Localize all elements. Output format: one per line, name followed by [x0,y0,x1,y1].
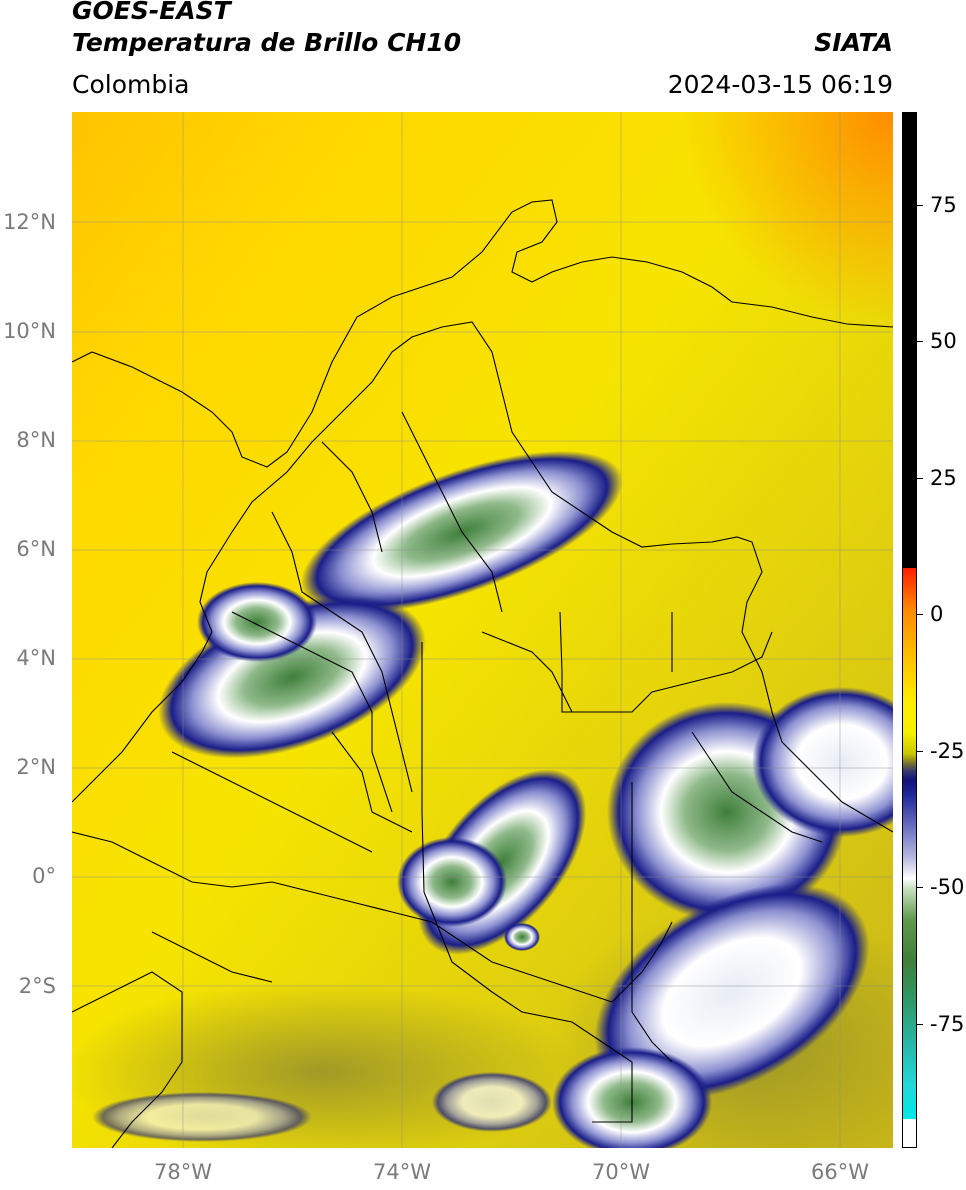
colorbar-tick [917,478,923,479]
lat-label-2s: 2°S [18,974,56,998]
borders [72,199,893,1148]
lat-label-6n: 6°N [16,537,56,561]
colorbar-label-50: 50 [930,329,957,353]
product-title: Temperatura de Brillo CH10 [72,28,462,57]
region-label: Colombia [72,70,190,99]
lat-label-8n: 8°N [16,428,56,452]
colorbar-label-neg75: -75 [930,1012,965,1036]
map-canvas [72,112,893,1148]
lat-label-0: 0° [32,864,56,888]
colorbar-label-0: 0 [930,602,944,626]
datetime-label: 2024-03-15 06:19 [667,70,893,99]
lat-label-12n: 12°N [3,210,56,234]
colorbar-tick [917,614,923,615]
colorbar-tick [917,1024,923,1025]
colorbar-tick [917,751,923,752]
satellite-title: GOES-EAST [72,0,231,25]
brightness-temperature-map[interactable] [72,112,893,1148]
colorbar-tick [917,887,923,888]
brand-label: SIATA [814,28,893,57]
lat-label-4n: 4°N [16,646,56,670]
colorbar [902,112,917,1148]
lat-label-10n: 10°N [3,319,56,343]
lon-label-66w: 66°W [811,1160,869,1184]
lon-label-74w: 74°W [373,1160,431,1184]
colorbar-label-neg50: -50 [930,875,965,899]
colorbar-tick [917,205,923,206]
lat-label-2n: 2°N [16,755,56,779]
graticule [72,112,893,1148]
colorbar-label-25: 25 [930,466,957,490]
colorbar-tick [917,341,923,342]
colorbar-label-neg25: -25 [930,739,965,763]
colorbar-label-75: 75 [930,193,957,217]
lon-label-70w: 70°W [592,1160,650,1184]
lon-label-78w: 78°W [154,1160,212,1184]
